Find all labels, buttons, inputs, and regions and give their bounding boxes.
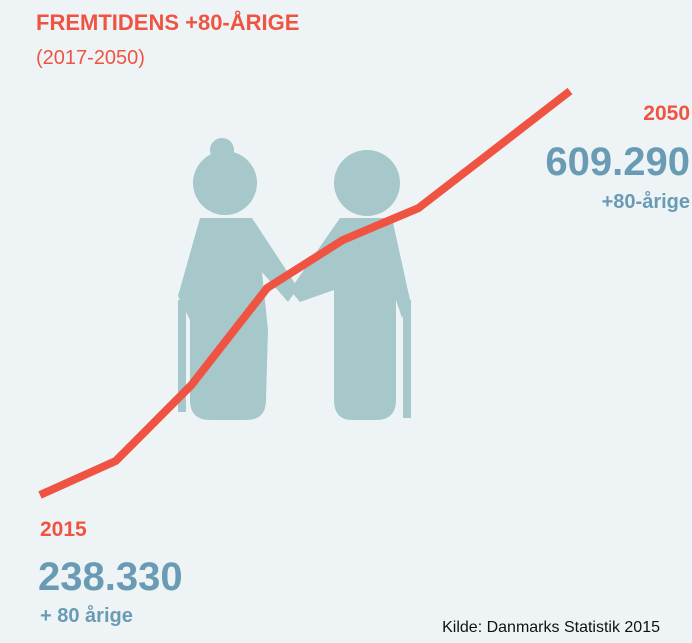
cane: [178, 300, 186, 412]
end-value: 609.290: [545, 140, 690, 184]
head: [193, 151, 257, 215]
head: [334, 150, 400, 216]
man-body: [290, 218, 410, 420]
start-value: 238.330: [38, 555, 183, 599]
data-line: [38, 87, 573, 499]
end-note: +80-årige: [602, 190, 690, 213]
end-year: 2050: [643, 102, 690, 125]
cane: [403, 300, 411, 418]
source: Kilde: Danmarks Statistik 2015: [442, 619, 660, 636]
subtitle: (2017-2050): [36, 47, 145, 69]
start-year: 2015: [40, 518, 87, 541]
chart-title: FREMTIDENS +80-ÅRIGE: [36, 9, 299, 35]
start-note: + 80 årige: [40, 604, 133, 627]
